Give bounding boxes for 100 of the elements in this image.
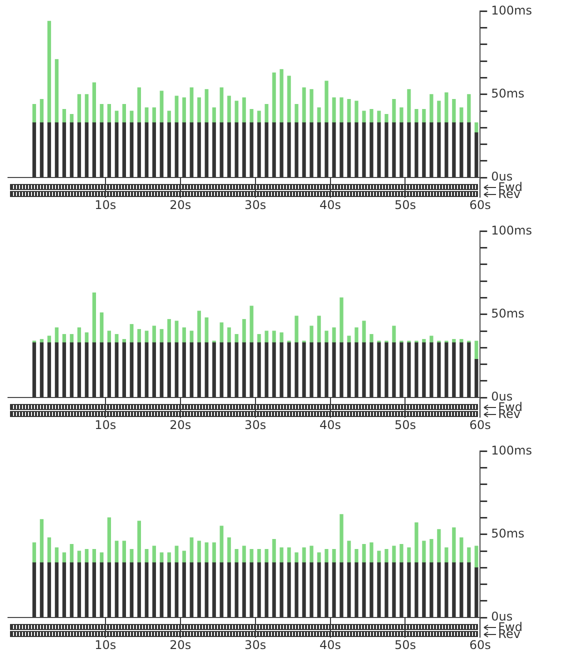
- bar: [392, 326, 396, 344]
- bar: [287, 76, 291, 124]
- y-tick-label: 100ms: [491, 443, 532, 458]
- bar: [317, 342, 321, 398]
- bar: [407, 340, 411, 344]
- x-tick-label: 60s: [469, 638, 491, 652]
- bar: [114, 110, 118, 124]
- bar: [467, 94, 471, 124]
- x-tick-label: 30s: [244, 418, 266, 432]
- bar: [452, 122, 456, 178]
- x-tick-label: 10s: [94, 198, 116, 212]
- bar: [392, 546, 396, 564]
- bar: [354, 562, 358, 618]
- bar: [302, 562, 306, 618]
- bar: [370, 342, 374, 398]
- bar: [422, 562, 426, 618]
- bar: [84, 549, 89, 564]
- bar: [227, 562, 231, 618]
- bar: [242, 546, 246, 564]
- bar: [144, 342, 148, 398]
- bar: [114, 562, 118, 618]
- bar: [414, 522, 418, 564]
- bar: [190, 330, 194, 344]
- bar: [332, 342, 336, 398]
- bar: [167, 319, 171, 344]
- bar: [92, 122, 96, 178]
- bar: [130, 122, 134, 178]
- bar: [384, 549, 388, 564]
- bar: [340, 122, 344, 178]
- bar: [422, 540, 426, 564]
- bar: [370, 542, 374, 564]
- bar: [324, 80, 328, 124]
- bar: [122, 342, 126, 398]
- bar: [144, 122, 148, 178]
- bar: [167, 110, 171, 124]
- bar: [212, 122, 216, 178]
- bar: [302, 122, 306, 178]
- bar: [152, 342, 156, 398]
- bar: [107, 122, 112, 178]
- bar: [220, 526, 224, 564]
- bar: [264, 342, 268, 398]
- bar: [272, 539, 276, 564]
- bar: [280, 332, 284, 344]
- bar: [340, 514, 344, 564]
- bar: [437, 340, 441, 344]
- bar: [100, 552, 104, 564]
- x-tick-label: 40s: [320, 198, 342, 212]
- bar: [70, 122, 74, 178]
- bar: [107, 330, 112, 344]
- bar: [460, 562, 464, 618]
- bar: [340, 97, 344, 124]
- bar: [362, 562, 366, 618]
- bar: [220, 87, 224, 124]
- bar: [137, 342, 141, 398]
- bar: [84, 562, 89, 618]
- bar: [190, 537, 194, 564]
- bar: [92, 549, 96, 564]
- bar: [167, 562, 171, 618]
- bar: [272, 330, 276, 344]
- bar: [414, 109, 418, 124]
- bar: [40, 562, 44, 618]
- bar: [347, 562, 351, 618]
- bar: [287, 340, 291, 344]
- bar: [242, 342, 246, 398]
- bar: [340, 342, 344, 398]
- bar: [47, 336, 52, 344]
- bar: [174, 562, 178, 618]
- bar: [182, 562, 186, 618]
- bar: [234, 342, 238, 398]
- bar: [324, 122, 328, 178]
- bar: [182, 550, 186, 564]
- bar: [167, 552, 171, 564]
- bar: [294, 552, 298, 564]
- bar: [32, 122, 36, 178]
- bar: [452, 562, 456, 618]
- bar: [62, 334, 66, 344]
- bar: [220, 122, 224, 178]
- bar: [190, 122, 194, 178]
- bar: [467, 342, 471, 398]
- bar: [174, 342, 178, 398]
- bar: [400, 544, 404, 564]
- bar: [197, 562, 201, 618]
- x-tick-label: 40s: [320, 638, 342, 652]
- bar: [287, 562, 291, 618]
- bar: [32, 104, 36, 124]
- bar: [437, 122, 441, 178]
- bar: [197, 310, 201, 344]
- bar: [137, 329, 141, 344]
- bar: [474, 359, 478, 398]
- bar: [280, 342, 284, 398]
- bar: [460, 537, 464, 564]
- bar: [422, 109, 426, 124]
- bar: [310, 546, 314, 564]
- bar: [167, 342, 171, 398]
- bar: [47, 122, 52, 178]
- bar: [452, 527, 456, 564]
- x-tick-label: 60s: [469, 418, 491, 432]
- bar: [212, 107, 216, 124]
- y-tick-label: 100ms: [491, 223, 532, 238]
- bar: [407, 342, 411, 398]
